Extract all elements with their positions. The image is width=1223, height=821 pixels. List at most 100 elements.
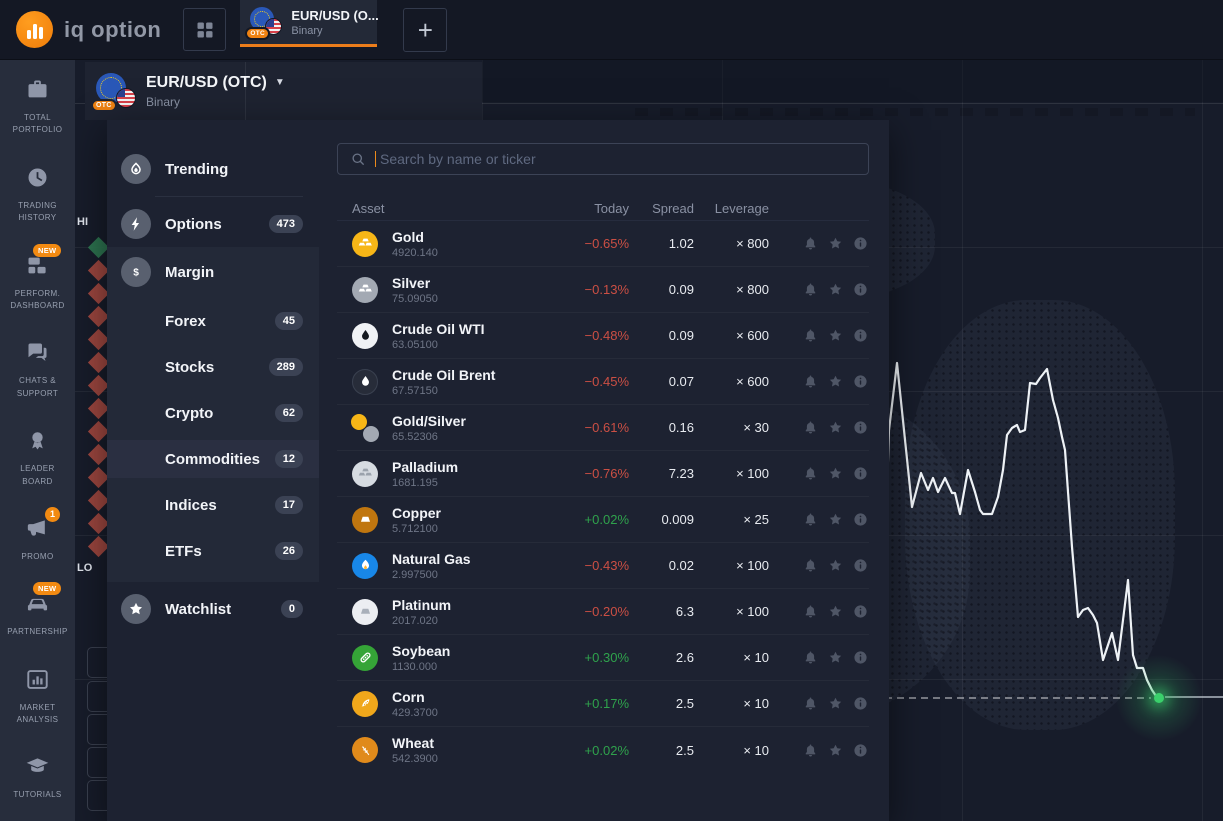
asset-list: Asset Today Spread Leverage Gold 4920.14… [337,120,869,773]
asset-change: −0.20% [584,604,629,619]
sidebar-item-tutorials[interactable]: TUTORIALS [0,753,75,801]
favorite-star-icon[interactable] [827,373,844,390]
favorite-star-icon[interactable] [827,327,844,344]
asset-row-corn[interactable]: Corn 429.3700 +0.17% 2.5 × 10 [337,681,869,727]
category-count-badge: 17 [274,496,303,514]
iq-option-logo-icon[interactable] [16,11,53,48]
category-margin[interactable]: $ Margin [107,253,319,291]
alert-bell-icon[interactable] [802,603,819,620]
alert-bell-icon[interactable] [802,695,819,712]
info-icon[interactable] [852,603,869,620]
lo-label: LO [77,562,93,574]
asset-leverage: × 10 [743,696,769,711]
asset-row-copper[interactable]: Copper 5.712100 +0.02% 0.009 × 25 [337,497,869,543]
info-icon[interactable] [852,695,869,712]
sidebar-item-market-analysis[interactable]: MARKET ANALYSIS [0,666,75,727]
alert-bell-icon[interactable] [802,235,819,252]
alert-bell-icon[interactable] [802,511,819,528]
asset-rows: Gold 4920.140 −0.65% 1.02 × 800 Silver 7… [337,221,869,773]
info-icon[interactable] [852,511,869,528]
instrument-header[interactable]: OTC EUR/USD (OTC) ▼ Binary [85,62,482,120]
add-tab-button[interactable]: + [403,7,448,52]
category-options[interactable]: Options 473 [107,205,319,243]
info-icon[interactable] [852,373,869,390]
sidebar-item-perform-dashboard[interactable]: NEW PERFORM. DASHBOARD [0,243,75,313]
instrument-title: EUR/USD (OTC) [146,73,267,91]
category-stocks[interactable]: Stocks 289 [107,348,319,386]
favorite-star-icon[interactable] [827,603,844,620]
asset-leverage: × 30 [743,420,769,435]
asset-change: −0.65% [584,236,629,251]
category-watchlist[interactable]: Watchlist 0 [107,590,319,628]
asset-row-gold[interactable]: Gold 4920.140 −0.65% 1.02 × 800 [337,221,869,267]
asset-row-crude-oil-brent[interactable]: Crude Oil Brent 67.57150 −0.45% 0.07 × 6… [337,359,869,405]
category-crypto[interactable]: Crypto 62 [107,394,319,432]
info-icon[interactable] [852,742,869,759]
asset-price: 429.3700 [392,706,438,719]
info-icon[interactable] [852,649,869,666]
sidebar-item-total-portfolio[interactable]: TOTAL PORTFOLIO [0,76,75,137]
favorite-star-icon[interactable] [827,557,844,574]
asset-name: Crude Oil Brent [392,366,496,383]
info-icon[interactable] [852,327,869,344]
alert-bell-icon[interactable] [802,327,819,344]
asset-change: +0.02% [584,742,629,758]
asset-selector-panel: Trending Options 473 $ Margin Forex 45 S… [107,120,889,821]
asset-change: −0.61% [584,420,629,435]
favorite-star-icon[interactable] [827,695,844,712]
alert-bell-icon[interactable] [802,281,819,298]
info-icon[interactable] [852,235,869,252]
asset-row-platinum[interactable]: Platinum 2017.020 −0.20% 6.3 × 100 [337,589,869,635]
asset-row-natural-gas[interactable]: Natural Gas 2.997500 −0.43% 0.02 × 100 [337,543,869,589]
asset-row-palladium[interactable]: Palladium 1681.195 −0.76% 7.23 × 100 [337,451,869,497]
category-etfs[interactable]: ETFs 26 [107,532,319,570]
alert-bell-icon[interactable] [802,557,819,574]
alert-bell-icon[interactable] [802,465,819,482]
category-forex[interactable]: Forex 45 [107,302,319,340]
sidebar-item-partnership[interactable]: NEW PARTNERSHIP [0,582,75,638]
asset-row-soybean[interactable]: Soybean 1130.000 +0.30% 2.6 × 10 [337,635,869,681]
medal-icon [24,427,51,454]
favorite-star-icon[interactable] [827,419,844,436]
asset-name: Gold [392,228,424,245]
info-icon[interactable] [852,281,869,298]
sidebar-item-promo[interactable]: 1 PROMO [0,506,75,563]
header-divider [245,62,246,120]
favorite-star-icon[interactable] [827,465,844,482]
category-commodities[interactable]: Commodities 12 [107,440,319,478]
search-box[interactable] [337,143,869,175]
sidebar-item-trading-history[interactable]: TRADING HISTORY [0,164,75,225]
instrument-tab[interactable]: OTC EUR/USD (O... Binary [240,0,379,47]
category-label: Commodities [165,450,261,468]
asset-row-silver[interactable]: Silver 75.09050 −0.13% 0.09 × 800 [337,267,869,313]
sidebar-item-label: PROMO [21,551,54,561]
category-indices[interactable]: Indices 17 [107,486,319,524]
category-count-badge: 62 [274,404,303,422]
favorite-star-icon[interactable] [827,649,844,666]
alert-bell-icon[interactable] [802,373,819,390]
asset-change: −0.13% [584,282,629,297]
alert-bell-icon[interactable] [802,742,819,759]
search-input[interactable] [378,150,868,168]
info-icon[interactable] [852,419,869,436]
info-icon[interactable] [852,465,869,482]
sidebar-item-label: PERFORM. DASHBOARD [10,288,65,310]
alert-bell-icon[interactable] [802,649,819,666]
search-icon [349,150,367,168]
favorite-star-icon[interactable] [827,511,844,528]
asset-row-wheat[interactable]: Wheat 542.3900 +0.02% 2.5 × 10 [337,727,869,773]
sidebar-item-chats-support[interactable]: CHATS & SUPPORT [0,339,75,400]
asset-row-crude-oil-wti[interactable]: Crude Oil WTI 63.05100 −0.48% 0.09 × 600 [337,313,869,359]
sidebar-item-leader-board[interactable]: LEADER BOARD [0,427,75,488]
asset-spread: 2.5 [675,742,694,758]
favorite-star-icon[interactable] [827,742,844,759]
asset-leverage: × 800 [736,236,769,251]
info-icon[interactable] [852,557,869,574]
category-trending[interactable]: Trending [107,150,319,188]
favorite-star-icon[interactable] [827,281,844,298]
alert-bell-icon[interactable] [802,419,819,436]
asset-row-gold-silver[interactable]: Gold/Silver 65.52306 −0.61% 0.16 × 30 [337,405,869,451]
divider [155,196,303,197]
apps-grid-button[interactable] [183,8,227,51]
favorite-star-icon[interactable] [827,235,844,252]
